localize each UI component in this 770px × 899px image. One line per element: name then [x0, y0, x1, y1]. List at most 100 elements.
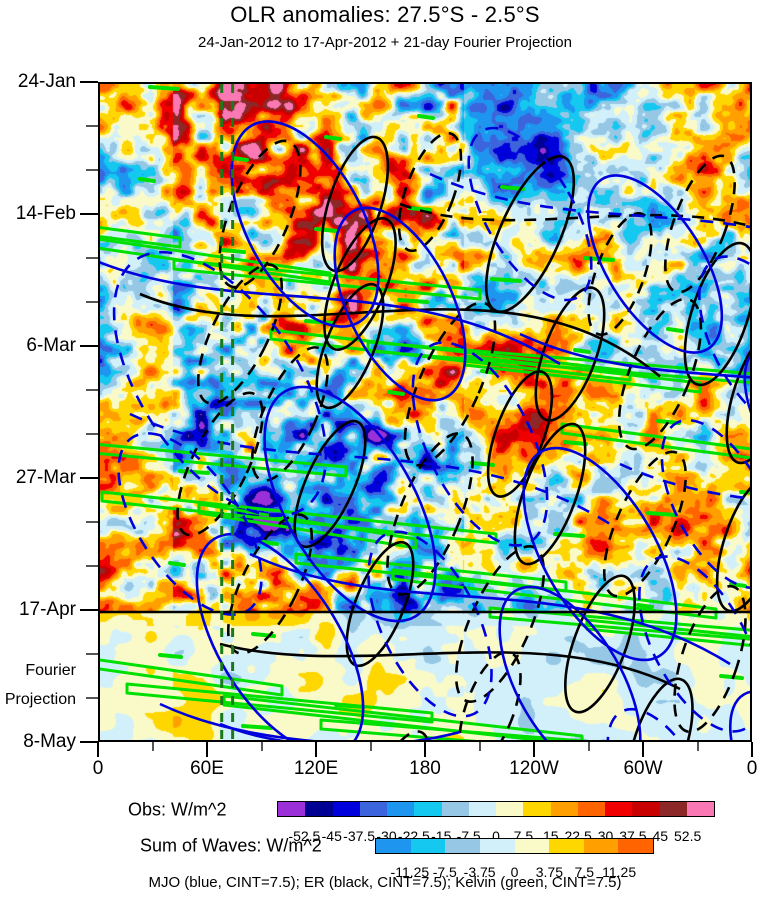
kelvin-wave-segment: [221, 248, 246, 254]
x-axis-label-0: 0: [92, 758, 104, 779]
kelvin-wave-contour: [269, 328, 632, 382]
obs-colorbar-tick: -52.5: [288, 828, 321, 844]
waves-colorbar-tick: 7.5: [574, 864, 594, 880]
er-wave-contour: [315, 282, 385, 410]
kelvin-wave-contour: [100, 237, 332, 284]
er-wave-contour: [320, 135, 390, 273]
kelvin-wave-segment: [241, 724, 273, 730]
er-wave-contour: [725, 323, 750, 465]
mjo-wave-contour: [586, 174, 724, 354]
er-wave-contour: [564, 574, 636, 714]
kelvin-wave-contour: [100, 658, 284, 697]
forecast-label-line1: Fourier: [25, 662, 76, 679]
y-axis-minor-tick: [86, 301, 98, 303]
er-wave-contour: [397, 131, 463, 253]
mjo-wave-contour: [112, 250, 328, 518]
er-wave-contour: [486, 370, 554, 498]
kelvin-wave-contour: [391, 568, 718, 620]
er-wave-contour: [513, 422, 587, 566]
obs-colorbar: [277, 801, 715, 817]
obs-colorbar-swatch: [468, 802, 496, 816]
x-axis-minor-tick: [587, 742, 590, 751]
kelvin-wave-segment: [490, 277, 522, 283]
waves-colorbar-swatch: [549, 839, 584, 853]
er-wave-contour: [226, 513, 314, 655]
y-axis-minor-tick: [86, 521, 98, 523]
er-wave-contour: [139, 292, 661, 378]
obs-colorbar-swatch: [332, 802, 360, 816]
kelvin-wave-segment: [148, 85, 180, 91]
obs-colorbar-swatch: [577, 802, 605, 816]
y-axis-tick: [80, 213, 98, 215]
kelvin-wave-segment: [563, 440, 588, 446]
waves-colorbar-swatch: [376, 839, 411, 853]
obs-colorbar-swatch: [496, 802, 524, 816]
mjo-wave-contour: [660, 418, 750, 590]
kelvin-wave-segment: [417, 114, 435, 120]
waves-colorbar: [375, 838, 654, 854]
y-axis-tick: [80, 477, 98, 479]
obs-colorbar-tick: -45: [321, 828, 342, 844]
y-axis-minor-tick: [86, 257, 98, 259]
mjo-wave-contour: [249, 552, 731, 666]
x-axis-minor-tick: [260, 742, 263, 751]
waves-colorbar-tick: -3.75: [463, 864, 496, 880]
mjo-wave-contour: [333, 206, 467, 402]
er-wave-contour: [293, 419, 367, 549]
y-axis-tick: [80, 345, 98, 347]
obs-colorbar-swatch: [305, 802, 333, 816]
y-axis-minor-tick: [86, 565, 98, 567]
x-axis-label-0: 0: [746, 758, 758, 779]
kelvin-wave-segment: [573, 348, 591, 354]
er-wave-contour: [399, 202, 750, 228]
er-wave-contour: [626, 677, 694, 740]
kelvin-wave-segment: [387, 390, 405, 396]
obs-colorbar-swatch: [523, 802, 551, 816]
er-wave-contour: [196, 263, 284, 405]
kelvin-wave-contour: [100, 490, 498, 545]
kelvin-wave-contour: [319, 718, 589, 740]
obs-colorbar-tick: -37.5: [343, 828, 376, 844]
kelvin-wave-contour: [100, 443, 348, 478]
waves-colorbar-tick: 3.75: [535, 864, 563, 880]
mjo-wave-contour: [498, 585, 642, 740]
page-subtitle: 24-Jan-2012 to 17-Apr-2012 + 21-day Four…: [198, 34, 572, 51]
obs-colorbar-swatch: [659, 802, 687, 816]
kelvin-wave-segment: [636, 603, 654, 609]
x-axis-label-120w: 120W: [509, 758, 559, 779]
kelvin-wave-contour: [125, 682, 434, 724]
obs-colorbar-swatch: [605, 802, 633, 816]
kelvin-wave-contour: [560, 422, 750, 460]
mjo-wave-contour: [519, 332, 750, 379]
mjo-wave-contour: [367, 530, 493, 718]
kelvin-wave-segment: [646, 511, 678, 517]
er-wave-contour: [176, 391, 264, 537]
y-axis-minor-tick: [86, 697, 98, 699]
obs-colorbar-label: Obs: W/m^2: [128, 799, 227, 820]
waves-colorbar-swatch: [445, 839, 480, 853]
waves-colorbar-tick: 0: [510, 864, 519, 880]
mjo-wave-contour: [522, 446, 678, 662]
hovmoller-plot-area: [98, 82, 752, 742]
x-axis-label-180: 180: [409, 758, 441, 779]
kelvin-wave-segment: [397, 298, 429, 304]
er-wave-contour: [664, 154, 736, 294]
x-axis-tick: [97, 742, 99, 757]
mjo-wave-contour: [263, 385, 437, 623]
y-axis-tick: [80, 741, 98, 743]
obs-colorbar-swatch: [441, 802, 469, 816]
obs-colorbar-swatch: [632, 802, 660, 816]
er-wave-contour: [386, 432, 474, 596]
wave-legend-footer: MJO (blue, CINT=7.5); ER (black, CINT=7.…: [148, 874, 622, 891]
kelvin-wave-segment: [470, 461, 495, 467]
obs-colorbar-tick: 52.5: [674, 828, 702, 844]
y-axis-label-24-jan: 24-Jan: [17, 71, 76, 92]
mjo-wave-contour: [129, 412, 611, 526]
x-axis-label-60w: 60W: [623, 758, 663, 779]
waves-colorbar-tick: 11.25: [602, 864, 637, 880]
x-axis-label-60e: 60E: [190, 758, 224, 779]
obs-colorbar-swatch: [686, 802, 714, 816]
er-wave-contour: [587, 212, 653, 336]
kelvin-wave-contour: [488, 606, 750, 641]
er-wave-contour: [403, 301, 497, 467]
